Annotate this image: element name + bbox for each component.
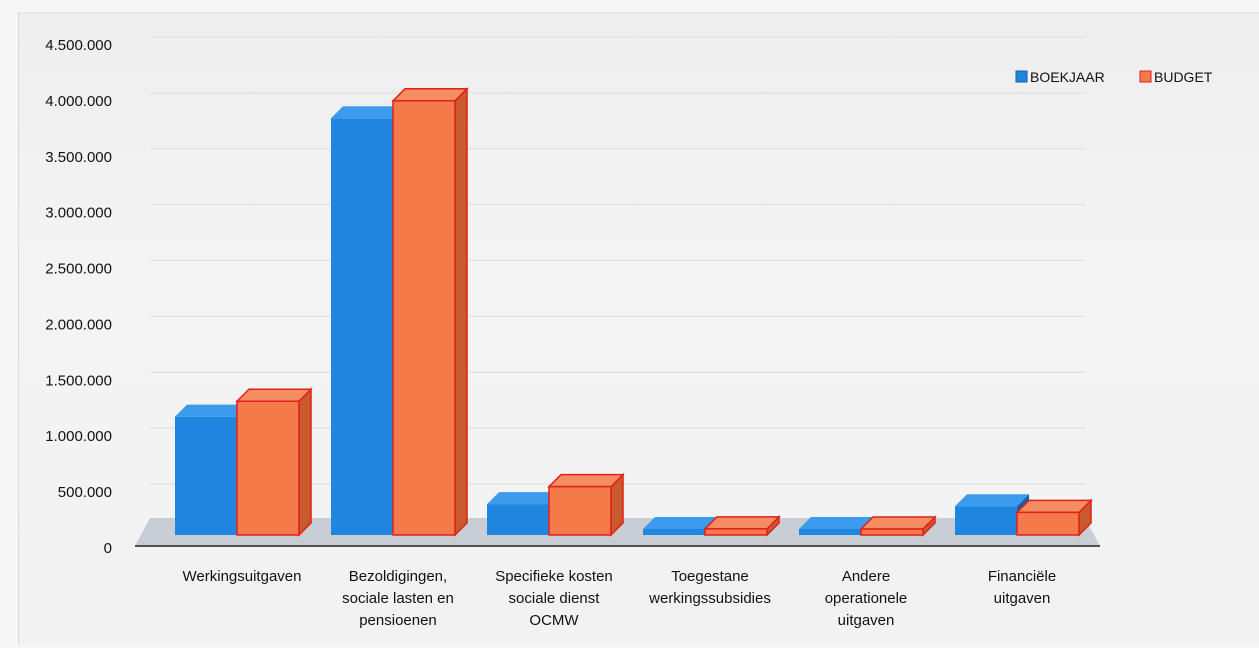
bar-top-face	[703, 516, 781, 530]
bar-boekjaar-3	[643, 529, 705, 535]
y-tick-label: 1.000.000	[45, 428, 112, 445]
bar-side-face	[298, 387, 312, 537]
category-label: OCMW	[529, 612, 579, 629]
x-axis-categories: Werkingsuitgaven Bezoldigingen, sociale la…	[183, 568, 1057, 629]
category-label: sociale lasten en	[342, 590, 454, 607]
bar-top-face	[643, 517, 717, 529]
bar-top-face	[1015, 499, 1093, 514]
y-tick-label: 500.000	[58, 484, 112, 501]
legend-label: BUDGET	[1154, 69, 1213, 85]
bar-boekjaar-0	[175, 416, 237, 535]
bar-top-face	[859, 516, 937, 530]
bar-top-face	[487, 492, 561, 505]
bar-top-face	[955, 494, 1029, 507]
bar-budget-4	[860, 528, 924, 536]
category-label: sociale dienst	[509, 590, 601, 607]
bar-top-face	[391, 88, 469, 102]
category-label: uitgaven	[838, 612, 895, 629]
bars	[175, 86, 1093, 537]
bar-boekjaar-2	[487, 504, 549, 535]
category-label: Toegestane	[671, 568, 749, 585]
category-label: pensioenen	[359, 612, 437, 629]
bar-boekjaar-5	[955, 506, 1017, 535]
legend-swatch-boekjaar	[1015, 70, 1028, 83]
bar-boekjaar-1	[331, 118, 393, 536]
category-label: Financiële	[988, 568, 1056, 585]
legend: BOEKJAAR BUDGET	[1015, 69, 1213, 85]
y-tick-label: 4.000.000	[45, 93, 112, 110]
y-tick-label: 0	[104, 540, 112, 557]
bar-top-face	[547, 473, 625, 488]
bar-boekjaar-4	[799, 529, 861, 535]
bar-budget-5	[1016, 511, 1080, 536]
category-label: Werkingsuitgaven	[183, 568, 302, 585]
y-tick-label: 2.500.000	[45, 261, 112, 278]
legend-swatch-budget	[1139, 70, 1152, 83]
category-label: Andere	[842, 568, 890, 585]
y-tick-label: 4.500.000	[45, 37, 112, 54]
bar-top-face	[799, 517, 873, 529]
category-label: werkingssubsidies	[648, 590, 771, 607]
bar-top-face	[175, 404, 249, 417]
bar-top-face	[331, 106, 405, 119]
y-tick-label: 1.500.000	[45, 372, 112, 389]
bar-side-face	[454, 86, 468, 537]
y-tick-label: 3.000.000	[45, 205, 112, 222]
category-label: operationele	[825, 590, 908, 607]
y-tick-label: 2.000.000	[45, 316, 112, 333]
y-axis-ticks: 0 500.000 1.000.000 1.500.000 2.000.000 2.500…	[45, 37, 112, 557]
bar-budget-1	[392, 100, 456, 536]
bar-budget-2	[548, 485, 612, 536]
grid-lines	[150, 36, 1085, 485]
category-label: uitgaven	[994, 590, 1051, 607]
bar-budget-3	[704, 528, 768, 536]
bar-top-face	[235, 388, 313, 402]
bar-budget-0	[236, 400, 300, 536]
category-label: Specifieke kosten	[495, 568, 613, 585]
legend-label: BOEKJAAR	[1030, 69, 1105, 85]
y-tick-label: 3.500.000	[45, 149, 112, 166]
category-label: Bezoldigingen,	[349, 568, 447, 585]
